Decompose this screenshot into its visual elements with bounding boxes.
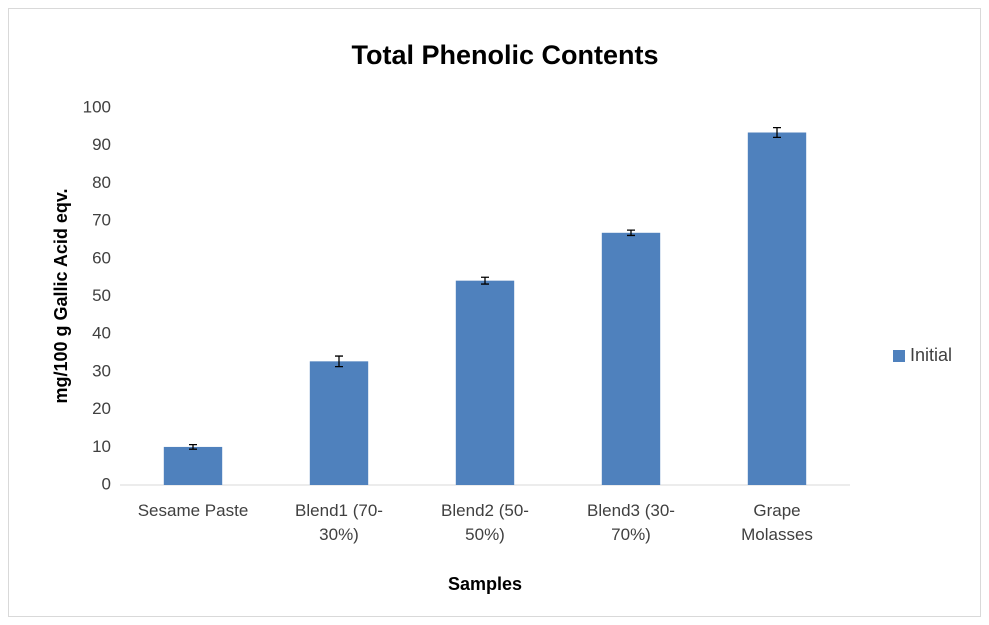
- x-tick-label: Blend1 (70-30%): [295, 501, 383, 544]
- y-tick-label: 70: [92, 211, 111, 230]
- bar: [163, 446, 223, 485]
- y-tick-label: 10: [92, 437, 111, 456]
- x-tick-label: Sesame Paste: [137, 501, 249, 520]
- bar: [601, 232, 661, 485]
- x-axis-title: Samples: [448, 574, 522, 594]
- y-tick-label: 20: [92, 399, 111, 418]
- bar: [455, 280, 515, 485]
- bar: [747, 132, 807, 485]
- x-tick-label: Blend3 (30-70%): [587, 501, 675, 544]
- error-bar: [335, 355, 343, 368]
- y-tick-label: 80: [92, 173, 111, 192]
- y-tick-label: 90: [92, 135, 111, 154]
- bar: [309, 361, 369, 485]
- y-tick-label: 100: [83, 97, 111, 116]
- error-bar: [481, 276, 489, 285]
- error-bar: [627, 229, 635, 237]
- x-tick-label: Blend2 (50-50%): [441, 501, 529, 544]
- error-bar: [189, 444, 197, 450]
- x-tick-label: Grape Molasses: [741, 501, 813, 544]
- y-tick-label: 30: [92, 361, 111, 380]
- legend-label: Initial: [910, 345, 952, 365]
- y-tick-label: 40: [92, 324, 111, 343]
- y-tick-label: 0: [102, 474, 111, 493]
- legend-swatch: [893, 350, 905, 362]
- y-tick-label: 60: [92, 248, 111, 267]
- error-bar: [773, 126, 781, 139]
- y-tick-label: 50: [92, 286, 111, 305]
- y-axis-title: mg/100 g Gallic Acid eqv.: [51, 188, 71, 403]
- chart-title: Total Phenolic Contents: [351, 40, 658, 70]
